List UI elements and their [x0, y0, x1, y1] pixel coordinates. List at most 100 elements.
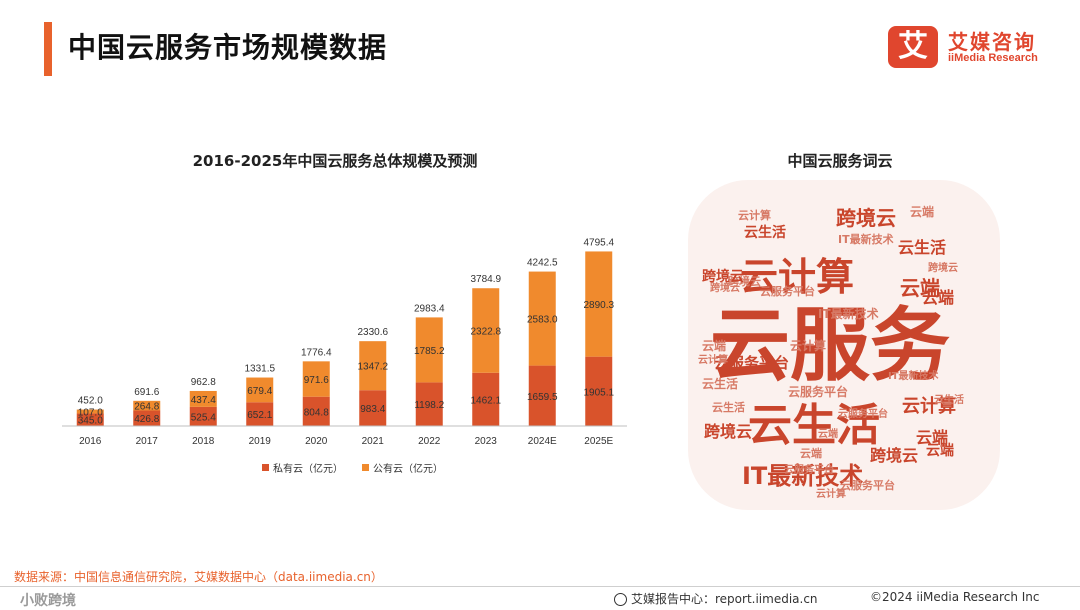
- word-cloud: 云服务 云生活 云计算 IT最新技术 跨境云 云端 云服务平台 云计算 云生活 云端 跨境云 云计算云…: [688, 180, 1000, 510]
- total-label-2020: 1776.4: [301, 347, 332, 358]
- data-label-public-2022: 1785.2: [414, 346, 445, 357]
- word-cloud-word: 云生活: [934, 395, 964, 406]
- word-cloud-background: [688, 180, 1000, 510]
- bar-public-2020: [302, 361, 330, 397]
- bar-private-2025E: [585, 356, 613, 426]
- total-label-2016: 452.0: [78, 396, 103, 407]
- logo-name-cn: 艾媒咨询: [948, 30, 1036, 54]
- footer-divider: [0, 586, 1080, 587]
- bar-public-2022: [415, 317, 443, 383]
- bar-private-2022: [415, 382, 443, 426]
- total-label-2025E: 4795.4: [583, 237, 614, 248]
- total-label-2019: 1331.5: [244, 364, 275, 375]
- data-source-note: 数据来源：中国信息通信研究院，艾媒数据中心（data.iimedia.cn）: [14, 570, 383, 584]
- data-label-private-2020: 804.8: [304, 407, 329, 418]
- word-cloud-word: 跨境云: [870, 446, 919, 465]
- report-center-link[interactable]: 艾媒报告中心：report.iimedia.cn: [614, 590, 818, 607]
- word-cloud-word: 云计算: [740, 255, 855, 299]
- total-label-2023: 3784.9: [470, 274, 501, 285]
- data-label-public-2016: 107.0: [78, 407, 103, 418]
- bar-public-2017: [133, 400, 161, 411]
- data-label-public-2024E: 2583.0: [527, 315, 558, 326]
- watermark-text: 小败跨境: [20, 593, 76, 609]
- iimedia-logo: 艾 艾媒咨询 iiMedia Research: [888, 24, 1058, 70]
- word-cloud-word: 云端: [800, 447, 822, 460]
- logo-name-en: iiMedia Research: [948, 52, 1038, 64]
- legend-label-private: 私有云（亿元）: [273, 462, 343, 475]
- word-cloud-word: 云服务平台: [784, 465, 834, 476]
- bar-private-2023: [472, 372, 500, 426]
- word-cloud-word: 云服务平台: [838, 409, 888, 420]
- data-label-public-2020: 971.6: [304, 375, 329, 386]
- copyright: ©2024 iiMedia Research Inc: [870, 590, 1040, 604]
- bar-public-2025E: [585, 251, 613, 357]
- legend-label-public: 公有云（亿元）: [373, 462, 443, 475]
- word-cloud-word: IT最新技术: [838, 233, 894, 246]
- word-cloud-word: 云生活: [702, 377, 739, 391]
- page-title: 中国云服务市场规模数据: [68, 31, 388, 64]
- word-cloud-word: 跨境云: [702, 269, 744, 285]
- data-label-public-2019: 679.4: [247, 386, 272, 397]
- bar-public-2023: [472, 288, 500, 373]
- word-cloud-word: 云服务平台: [840, 479, 895, 492]
- legend-swatch-private: [262, 464, 269, 471]
- word-cloud-word: IT最新技术: [742, 462, 864, 490]
- bar-public-2024E: [528, 271, 556, 366]
- word-cloud-word: 云端: [926, 443, 954, 459]
- bar-private-2018: [189, 406, 217, 426]
- bar-private-2017: [133, 410, 161, 426]
- word-cloud-word: 云服务: [710, 299, 950, 392]
- x-tick-2022: 2022: [418, 436, 441, 447]
- word-cloud-word: 云服务平台: [760, 285, 815, 298]
- data-label-private-2023: 1462.1: [470, 395, 501, 406]
- word-cloud-word: 跨境云: [728, 275, 761, 288]
- word-cloud-word: 跨境云: [836, 206, 896, 230]
- x-tick-2023: 2023: [475, 436, 498, 447]
- data-label-private-2018: 525.4: [191, 412, 216, 423]
- wordcloud-title: 中国云服务词云: [787, 152, 893, 170]
- word-cloud-word: IT最新技术: [818, 307, 879, 321]
- data-label-public-2025E: 2890.3: [583, 300, 614, 311]
- word-cloud-word: 云计算: [698, 355, 728, 366]
- data-label-private-2024E: 1659.5: [527, 392, 558, 403]
- legend-swatch-public: [362, 464, 369, 471]
- data-label-public-2021: 1347.2: [357, 362, 388, 373]
- word-cloud-word: 云端: [922, 288, 955, 307]
- data-label-private-2017: 426.8: [134, 414, 159, 425]
- x-tick-2025E: 2025E: [584, 436, 613, 447]
- data-label-private-2021: 983.4: [360, 404, 385, 415]
- globe-icon: [614, 593, 627, 606]
- total-label-2024E: 4242.5: [527, 258, 558, 269]
- word-cloud-word: 跨境云: [704, 422, 753, 441]
- word-cloud-word: 云端: [900, 276, 940, 300]
- word-cloud-word: 云生活: [748, 400, 880, 451]
- data-label-private-2019: 652.1: [247, 410, 272, 421]
- word-cloud-word: 云计算: [816, 489, 846, 500]
- x-tick-2018: 2018: [192, 436, 215, 447]
- x-tick-2016: 2016: [79, 436, 102, 447]
- data-label-public-2023: 2322.8: [470, 327, 501, 338]
- data-label-private-2022: 1198.2: [414, 400, 444, 411]
- bar-public-2021: [359, 341, 387, 391]
- bar-public-2016: [76, 409, 104, 414]
- chart-title: 2016-2025年中国云服务总体规模及预测: [192, 152, 478, 170]
- word-cloud-word: IT最新技术: [888, 371, 939, 382]
- bar-private-2019: [246, 402, 274, 426]
- word-cloud-word: 云计算: [738, 209, 771, 222]
- word-cloud-word: 云生活: [712, 401, 745, 414]
- bar-public-2019: [246, 377, 274, 403]
- bar-private-2021: [359, 390, 387, 426]
- word-cloud-word: 云生活: [898, 238, 947, 257]
- bar-public-2018: [189, 390, 217, 407]
- word-cloud-word: 云服务平台: [788, 385, 849, 399]
- x-tick-2017: 2017: [136, 436, 159, 447]
- word-cloud-word: 跨境云: [710, 283, 740, 294]
- word-cloud-word: 云端: [818, 429, 838, 440]
- word-cloud-word: 跨境云: [928, 263, 958, 274]
- x-tick-2021: 2021: [362, 436, 385, 447]
- word-cloud-word: 云服务平台: [714, 354, 790, 372]
- bar-private-2016: [76, 413, 104, 426]
- x-tick-2020: 2020: [305, 436, 328, 447]
- total-label-2017: 691.6: [134, 387, 159, 398]
